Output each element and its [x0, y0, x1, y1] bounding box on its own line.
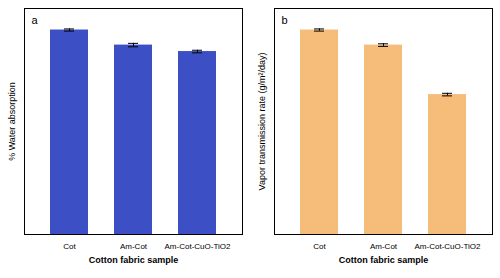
- svg-text:b: b: [282, 14, 288, 26]
- svg-text:Am-Cot: Am-Cot: [370, 242, 398, 251]
- svg-text:Am-Cot-CuO-TiO2: Am-Cot-CuO-TiO2: [165, 242, 231, 251]
- svg-text:a: a: [32, 14, 39, 26]
- svg-text:Cotton fabric sample: Cotton fabric sample: [339, 255, 429, 265]
- svg-text:Cotton fabric sample: Cotton fabric sample: [89, 255, 179, 265]
- svg-text:% Water absorption: % Water absorption: [7, 82, 17, 161]
- svg-text:Cot: Cot: [313, 242, 326, 251]
- svg-text:Am-Cot: Am-Cot: [120, 242, 148, 251]
- svg-text:Vapor transmission rate (g/m²/: Vapor transmission rate (g/m²/day): [257, 53, 267, 191]
- svg-text:Cot: Cot: [63, 242, 76, 251]
- svg-text:Am-Cot-CuO-TiO2: Am-Cot-CuO-TiO2: [415, 242, 481, 251]
